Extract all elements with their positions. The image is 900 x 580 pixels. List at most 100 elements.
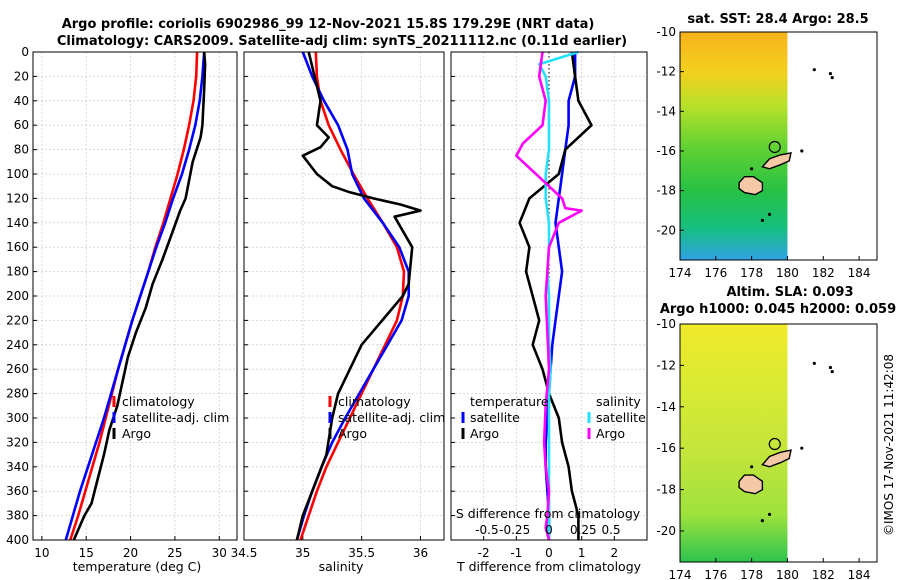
island-viti-levu <box>738 474 764 495</box>
salinity-legend: climatology satellite-adj. clim Argo <box>328 394 445 441</box>
x-tick-label: 36 <box>413 546 428 560</box>
small-island <box>812 361 816 365</box>
small-island <box>760 519 764 523</box>
s-difference-ticks: -0.5 -0.25 0 0.25 0.5 <box>475 523 620 537</box>
depth-tick-label: 20 <box>14 69 29 83</box>
depth-tick-label: 260 <box>6 362 29 376</box>
map-y-tick-label: -18 <box>656 483 676 497</box>
small-island <box>750 167 754 171</box>
map-x-tick-label: 182 <box>812 266 835 280</box>
sst-map-title: sat. SST: 28.4 Argo: 28.5 <box>687 12 868 27</box>
difference-panel: -2 -1 0 1 2 <box>450 50 648 560</box>
s-difference-tick-label: 0 <box>545 523 553 537</box>
x-tick-label: 15 <box>79 546 94 560</box>
depth-tick-label: 120 <box>6 191 29 205</box>
panel-frame <box>32 51 238 541</box>
map-x-tick-label: 174 <box>669 266 692 280</box>
series-line-argo <box>72 51 207 541</box>
salinity-xlabel: salinity <box>319 559 364 574</box>
map-x-tick-label: 178 <box>740 266 763 280</box>
temperature-xlabel: temperature (deg C) <box>73 559 202 574</box>
x-tick-label: 0 <box>545 546 553 560</box>
depth-tick-label: 180 <box>6 265 29 279</box>
depth-tick-label: 140 <box>6 216 29 230</box>
x-tick-label: -2 <box>478 546 490 560</box>
s-difference-tick-label: 0.5 <box>602 523 621 537</box>
x-tick-label: 30 <box>212 546 227 560</box>
map-y-tick-label: -10 <box>656 25 676 39</box>
map-x-tick-label: 176 <box>704 568 727 580</box>
small-island <box>750 465 754 469</box>
depth-axis: 0 20 40 60 80 100 120 140 160 180 200 220 240 260 280 3… <box>6 45 29 547</box>
map-x-tick-label: 184 <box>848 266 871 280</box>
map-y-tick-label: -14 <box>656 104 676 118</box>
small-island <box>830 370 834 374</box>
depth-tick-label: 240 <box>6 338 29 352</box>
legend-label-climatology: climatology <box>338 394 411 409</box>
depth-tick-label: 40 <box>14 94 29 108</box>
depth-tick-label: 380 <box>6 509 29 523</box>
small-island <box>760 218 764 222</box>
small-island <box>828 365 833 370</box>
map-frame <box>679 323 878 563</box>
series-line-satellite-adj-clim <box>64 51 206 541</box>
depth-tick-label: 360 <box>6 484 29 498</box>
x-tick-label: 1 <box>578 546 586 560</box>
depth-tick-label: 320 <box>6 435 29 449</box>
sla-map-title-line2: Argo h1000: 0.045 h2000: 0.059 <box>660 302 896 317</box>
map-x-tick-label: 174 <box>669 568 692 580</box>
depth-tick-label: 300 <box>6 411 29 425</box>
sst-field <box>680 32 788 260</box>
legend-label-satellite-adj: satellite-adj. clim <box>338 410 445 425</box>
x-tick-label: 25 <box>167 546 182 560</box>
profile-location-marker <box>768 140 781 154</box>
map-frame <box>679 31 878 261</box>
depth-tick-label: 200 <box>6 289 29 303</box>
legend-header-temperature: temperature <box>470 394 549 409</box>
legend-label-argo: Argo <box>338 426 367 441</box>
depth-tick-label: 160 <box>6 240 29 254</box>
series-line-argo <box>295 51 422 541</box>
legend-label-s-satellite: satellite <box>596 410 646 425</box>
legend-label-s-argo: Argo <box>596 426 625 441</box>
map-x-tick-label: 176 <box>704 266 727 280</box>
depth-tick-label: 400 <box>6 533 29 547</box>
island-viti-levu <box>738 175 764 196</box>
series-line-s-argo <box>514 51 584 541</box>
land-masses <box>738 361 834 523</box>
s-difference-tick-label: -0.25 <box>499 523 530 537</box>
difference-legend: temperature salinity satellite Argo sate… <box>461 394 646 441</box>
legend-label-satellite-adj: satellite-adj. clim <box>122 410 229 425</box>
x-tick-label: 35.5 <box>348 546 375 560</box>
map-y-tick-label: -14 <box>656 400 676 414</box>
sla-field <box>680 324 788 562</box>
legend-label-t-satellite: satellite <box>470 410 520 425</box>
map-x-tick-label: 180 <box>776 266 799 280</box>
x-tick-label: 35 <box>295 546 310 560</box>
depth-tick-label: 0 <box>21 45 29 59</box>
map-y-tick-label: -20 <box>656 524 676 538</box>
map-y-tick-label: -16 <box>656 441 676 455</box>
salinity-panel: 34.5 35 35.5 36 <box>231 51 445 560</box>
sst-map: 174 176 178 180 182 184 -10 -12 -14 -16 -18 -20 <box>656 25 878 280</box>
map-y-tick-label: -12 <box>656 65 676 79</box>
x-tick-label: 2 <box>611 546 619 560</box>
legend-label-argo: Argo <box>122 426 151 441</box>
depth-tick-label: 340 <box>6 460 29 474</box>
difference-xlabel: T difference from climatology <box>456 559 642 574</box>
depth-tick-label: 60 <box>14 118 29 132</box>
small-island <box>800 446 804 450</box>
map-y-tick-label: -12 <box>656 358 676 372</box>
map-y-tick-label: -20 <box>656 223 676 237</box>
x-tick-label: 20 <box>123 546 138 560</box>
profile-location-marker <box>768 437 781 451</box>
depth-tick-label: 80 <box>14 143 29 157</box>
depth-tick-label: 100 <box>6 167 29 181</box>
legend-label-t-argo: Argo <box>470 426 499 441</box>
island-vanua-levu <box>761 449 792 468</box>
temperature-panel: 10 15 20 25 30 <box>32 51 238 560</box>
x-tick-label: -1 <box>510 546 522 560</box>
sla-map: 174 176 178 180 182 184 -10 -12 -14 -16 -18 -20 <box>656 317 878 580</box>
map-y-tick-label: -16 <box>656 144 676 158</box>
series-line-t-argo <box>518 51 593 540</box>
